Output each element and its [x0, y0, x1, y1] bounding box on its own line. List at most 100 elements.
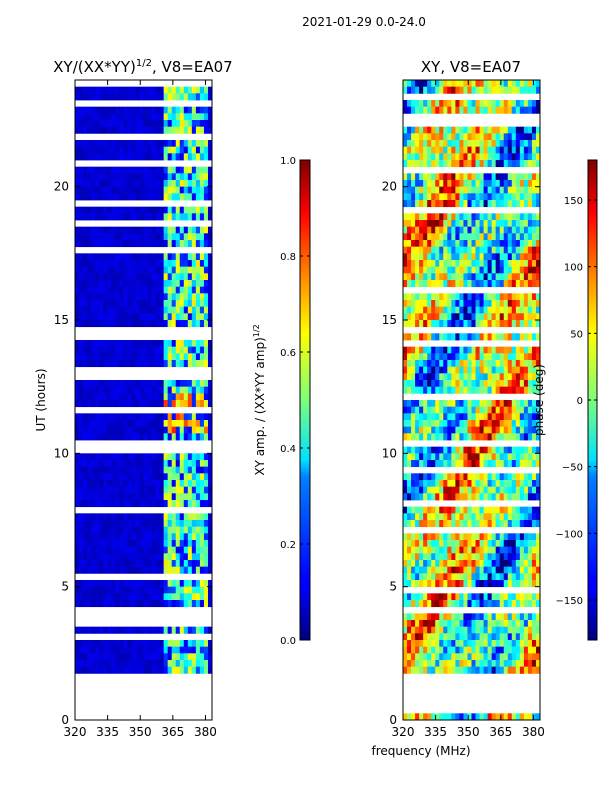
heatmap-cell — [147, 553, 152, 561]
heatmap-cell — [515, 253, 521, 261]
heatmap-cell — [507, 480, 513, 488]
heatmap-cell — [163, 306, 169, 314]
heatmap-cell — [495, 126, 501, 134]
heatmap-cell — [479, 506, 484, 514]
heatmap-cell — [427, 560, 432, 568]
heatmap-cell — [119, 226, 124, 234]
heatmap-cell — [527, 373, 533, 381]
heatmap-cell — [447, 146, 452, 154]
heatmap-cell — [415, 293, 420, 301]
heatmap-cell — [139, 240, 144, 248]
heatmap-cell — [431, 373, 436, 381]
heatmap-cell — [111, 593, 116, 601]
heatmap-cell — [431, 713, 436, 720]
heatmap-cell — [199, 206, 205, 214]
heatmap-cell — [519, 593, 525, 601]
heatmap-cell — [123, 400, 128, 408]
heatmap-cell — [79, 580, 84, 588]
heatmap-cell — [499, 226, 505, 234]
heatmap-cell — [75, 420, 80, 428]
heatmap-cell — [411, 126, 416, 134]
heatmap-cell — [83, 593, 88, 601]
heatmap-cell — [131, 393, 136, 401]
heatmap-cell — [111, 300, 116, 308]
heatmap-cell — [519, 573, 525, 581]
heatmap-cell — [139, 280, 144, 288]
heatmap-cell — [111, 540, 116, 548]
heatmap-cell — [155, 393, 161, 401]
heatmap-cell — [151, 566, 156, 574]
heatmap-cell — [199, 233, 205, 241]
heatmap-cell — [119, 566, 124, 574]
heatmap-cell — [483, 513, 489, 521]
heatmap-cell — [487, 380, 493, 388]
heatmap-cell — [151, 520, 156, 528]
heatmap-cell — [423, 653, 428, 661]
heatmap-cell — [527, 333, 533, 341]
heatmap-cell — [203, 393, 209, 401]
heatmap-cell — [463, 473, 468, 481]
heatmap-cell — [95, 433, 100, 441]
heatmap-cell — [151, 186, 156, 194]
heatmap-cell — [127, 480, 132, 488]
heatmap-cell — [407, 520, 412, 528]
heatmap-cell — [471, 233, 476, 241]
heatmap-cell — [443, 626, 448, 634]
heatmap-cell — [467, 446, 472, 454]
heatmap-cell — [131, 666, 136, 674]
heatmap-cell — [119, 540, 124, 548]
heatmap-cell — [187, 253, 193, 261]
heatmap-cell — [439, 173, 444, 181]
heatmap-cell — [427, 653, 432, 661]
heatmap-cell — [507, 406, 513, 414]
heatmap-cell — [175, 386, 181, 394]
heatmap-cell — [499, 486, 505, 494]
heatmap-cell — [95, 206, 100, 214]
heatmap-cell — [103, 466, 108, 474]
heatmap-cell — [503, 446, 509, 454]
heatmap-cell — [439, 546, 444, 554]
heatmap-cell — [515, 86, 521, 94]
heatmap-cell — [451, 146, 456, 154]
heatmap-cell — [123, 520, 128, 528]
heatmap-cell — [203, 206, 209, 214]
heatmap-cell — [403, 666, 408, 674]
heatmap-cell — [403, 313, 408, 321]
heatmap-cell — [79, 480, 84, 488]
heatmap-cell — [163, 540, 169, 548]
heatmap-cell — [471, 400, 476, 408]
heatmap-cell — [527, 520, 533, 528]
heatmap-cell — [147, 566, 152, 574]
heatmap-cell — [135, 106, 140, 114]
heatmap-cell — [127, 260, 132, 268]
heatmap-cell — [495, 280, 501, 288]
heatmap-cell — [131, 473, 136, 481]
heatmap-cell — [511, 86, 517, 94]
heatmap-cell — [191, 486, 197, 494]
heatmap-cell — [443, 653, 448, 661]
heatmap-cell — [507, 593, 513, 601]
heatmap-cell — [75, 253, 80, 261]
heatmap-cell — [471, 346, 476, 354]
heatmap-cell — [163, 126, 169, 134]
heatmap-cell — [195, 146, 201, 154]
heatmap-cell — [403, 100, 408, 108]
heatmap-cell — [499, 426, 505, 434]
heatmap-cell — [87, 560, 92, 568]
heatmap-cell — [523, 153, 529, 161]
heatmap-cell — [475, 533, 480, 541]
heatmap-cell — [175, 233, 181, 241]
heatmap-cell — [179, 660, 185, 668]
heatmap-cell — [447, 560, 452, 568]
heatmap-cell — [499, 406, 505, 414]
heatmap-cell — [115, 653, 120, 661]
heatmap-cell — [511, 266, 517, 274]
heatmap-cell — [183, 206, 189, 214]
heatmap-cell — [431, 266, 436, 274]
heatmap-cell — [87, 146, 92, 154]
heatmap-cell — [443, 280, 448, 288]
heatmap-cell — [459, 520, 464, 528]
heatmap-cell — [459, 640, 464, 648]
heatmap-cell — [503, 260, 509, 268]
heatmap-cell — [139, 600, 144, 608]
